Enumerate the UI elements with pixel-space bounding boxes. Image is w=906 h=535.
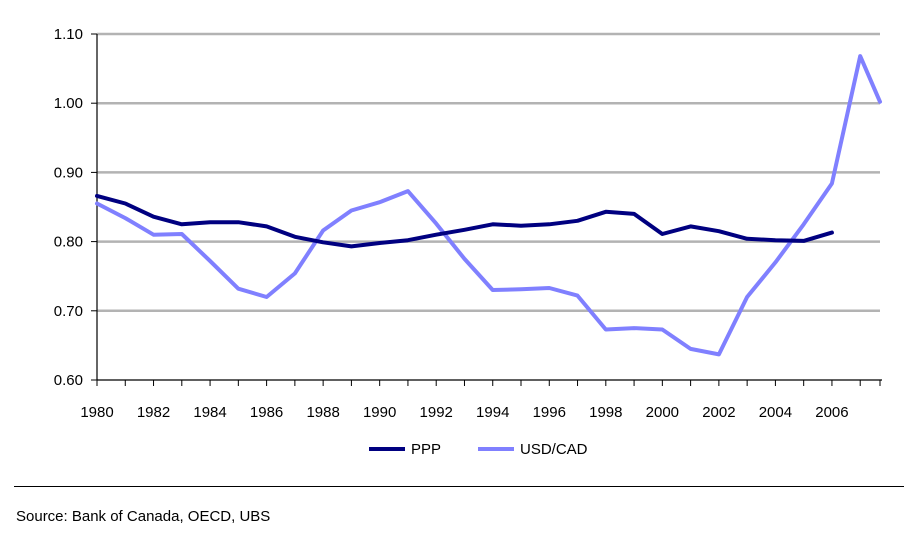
x-tick-label: 1990 [363, 404, 396, 421]
series-line-ppp [95, 193, 834, 249]
series-line-usd-cad [95, 54, 882, 357]
x-axis-ticks: 1980 1982 1984 1986 1988 1990 1992 1994 1996 1998… [80, 380, 881, 421]
x-tick-label: 1982 [137, 404, 170, 421]
x-tick-label: 1994 [476, 404, 509, 421]
y-tick-label: 0.90 [54, 164, 83, 181]
x-tick-label: 2006 [815, 404, 848, 421]
series-lines [95, 54, 882, 357]
legend-label: USD/CAD [520, 441, 588, 458]
source-divider [14, 486, 904, 487]
x-tick-label: 1984 [193, 404, 226, 421]
x-tick-label: 2004 [759, 404, 792, 421]
y-tick-label: 0.70 [54, 303, 83, 320]
legend-label: PPP [411, 441, 441, 458]
x-tick-label: 1996 [533, 404, 566, 421]
y-tick-label: 0.80 [54, 234, 83, 251]
y-tick-label: 1.00 [54, 95, 83, 112]
line-chart: 0.600.700.800.901.001.10 1980 1982 1984 198… [54, 26, 882, 458]
x-tick-label: 2000 [646, 404, 679, 421]
x-tick-label: 1986 [250, 404, 283, 421]
axes [96, 34, 882, 381]
x-tick-label: 1998 [589, 404, 622, 421]
y-tick-label: 0.60 [54, 372, 83, 389]
y-tick-label: 1.10 [54, 26, 83, 43]
x-tick-label: 2002 [702, 404, 735, 421]
source-note: Source: Bank of Canada, OECD, UBS [16, 508, 271, 525]
legend: PPP USD/CAD [369, 441, 588, 458]
gridlines [97, 32, 880, 313]
y-axis-ticks: 0.60 0.70 0.80 0.90 1.00 1.10 [54, 26, 97, 389]
x-tick-label: 1988 [306, 404, 339, 421]
x-tick-label: 1992 [420, 404, 453, 421]
x-tick-label: 1980 [80, 404, 113, 421]
